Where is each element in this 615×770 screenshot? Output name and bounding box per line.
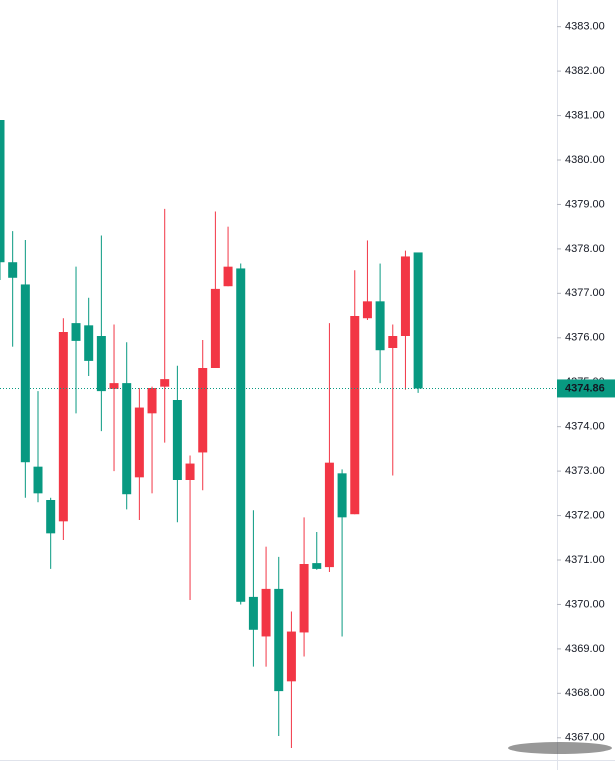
candle-body [46, 500, 56, 534]
candle-body [375, 301, 385, 351]
y-tick-label: 4376.00 [565, 332, 605, 344]
candle-body [198, 368, 208, 453]
y-tick-label: 4367.00 [565, 732, 605, 744]
candle-body [248, 596, 258, 630]
candle-body [33, 466, 43, 494]
last-price-label: 4374.86 [565, 382, 605, 394]
y-tick-label: 4370.00 [565, 598, 605, 610]
candle-body [324, 462, 334, 568]
candle-body [8, 262, 18, 278]
last-price-tag [557, 379, 615, 398]
candle-body [185, 463, 195, 480]
candle-body [236, 268, 246, 602]
y-tick-label: 4374.00 [565, 421, 605, 433]
candle-body [261, 588, 271, 637]
candle-body [223, 266, 233, 287]
y-tick-label: 4371.00 [565, 554, 605, 566]
candle-body [286, 631, 296, 682]
y-tick-label: 4379.00 [565, 198, 605, 210]
y-tick-label: 4369.00 [565, 643, 605, 655]
candle-body [147, 388, 157, 414]
candle-body [71, 323, 81, 341]
candle-body [400, 256, 410, 336]
candle-body [96, 336, 106, 392]
candles [0, 120, 557, 748]
price-axis: 4367.00 4368.00 4369.00 4370.00 4371.00 4372.… [557, 21, 615, 744]
y-tick-label: 4373.00 [565, 465, 605, 477]
candle-body [210, 288, 220, 368]
y-tick-label: 4383.00 [565, 21, 605, 33]
candle-body [413, 252, 423, 389]
y-tick-label: 4381.00 [565, 109, 605, 121]
candle-body [350, 316, 360, 515]
y-tick-label: 4378.00 [565, 243, 605, 255]
candle-body [274, 588, 284, 692]
candle-body [0, 120, 5, 263]
candle-body [299, 564, 309, 633]
y-tick-label: 4368.00 [565, 687, 605, 699]
y-tick-label: 4372.00 [565, 509, 605, 521]
candle-body [160, 379, 170, 387]
candle-body [362, 301, 372, 319]
candle-body [84, 325, 94, 361]
candle-body [58, 332, 68, 522]
candle-body [388, 336, 398, 348]
candle-body [109, 383, 119, 389]
candle-body [134, 407, 144, 478]
y-tick-label: 4380.00 [565, 154, 605, 166]
y-tick-label: 4377.00 [565, 287, 605, 299]
candle-body [122, 383, 132, 495]
candle-body [337, 473, 347, 518]
y-tick-label: 4382.00 [565, 65, 605, 77]
candle-body [312, 563, 322, 569]
watermark [508, 742, 612, 754]
candle-body [20, 284, 30, 463]
candle-body [172, 400, 182, 480]
